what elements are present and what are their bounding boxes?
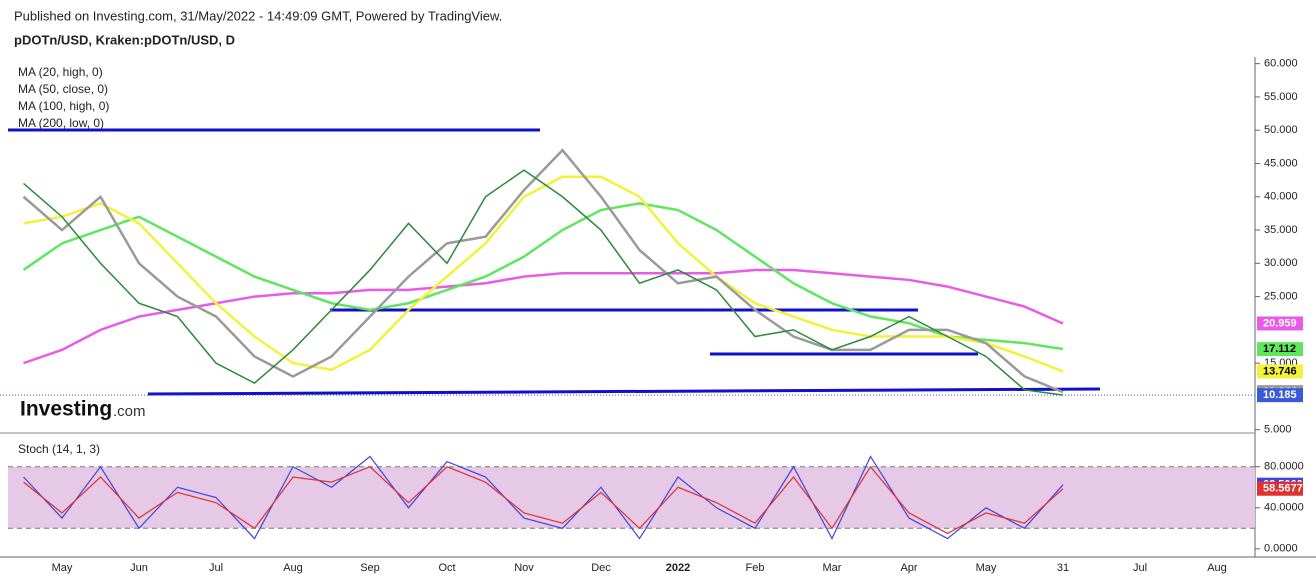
value-badge bbox=[1257, 364, 1303, 379]
chart-title: pDOTn/USD, Kraken:pDOTn/USD, D bbox=[14, 32, 235, 47]
price-line bbox=[23, 169, 1064, 396]
y-tick-label: 35.000 bbox=[1264, 224, 1298, 236]
legend-label: MA (200, low, 0) bbox=[18, 116, 104, 130]
x-tick-label: 31 bbox=[1057, 562, 1069, 574]
x-tick-label: Jun bbox=[130, 562, 148, 574]
x-tick-label: 2022 bbox=[666, 562, 690, 574]
stoch-tick-label: 80.0000 bbox=[1264, 461, 1304, 473]
brand-logo: Investing bbox=[20, 398, 112, 421]
x-tick-label: Jul bbox=[1133, 562, 1147, 574]
value-badge bbox=[1257, 481, 1303, 496]
x-tick-label: Feb bbox=[746, 562, 765, 574]
x-tick-label: May bbox=[976, 562, 997, 574]
x-tick-label: Oct bbox=[438, 562, 455, 574]
value-badge-label: 13.746 bbox=[1263, 365, 1297, 377]
value-badge bbox=[1257, 388, 1303, 403]
x-tick-label: May bbox=[52, 562, 73, 574]
x-tick-label: Dec bbox=[591, 562, 611, 574]
y-tick-label: 55.000 bbox=[1264, 91, 1298, 103]
x-tick-label: Aug bbox=[283, 562, 303, 574]
value-badge-label: 58.5677 bbox=[1263, 483, 1303, 495]
y-tick-label: 45.000 bbox=[1264, 157, 1298, 169]
y-tick-label: 40.000 bbox=[1264, 191, 1298, 203]
ma-line bbox=[23, 268, 1064, 365]
x-tick-label: Mar bbox=[823, 562, 842, 574]
value-badge bbox=[1257, 342, 1303, 357]
ma-line bbox=[22, 148, 1064, 394]
value-badge bbox=[1257, 316, 1303, 331]
value-badge-label: 10.185 bbox=[1263, 389, 1297, 401]
brand-suffix: .com bbox=[113, 403, 146, 420]
value-badge-label: 17.112 bbox=[1263, 343, 1296, 355]
legend-label: MA (100, high, 0) bbox=[18, 99, 109, 113]
drawn-level bbox=[147, 387, 1101, 396]
ma-line bbox=[22, 202, 1064, 351]
value-badge-label: 20.959 bbox=[1263, 317, 1297, 329]
legend-label: MA (50, close, 0) bbox=[18, 82, 108, 96]
legend-label: MA (20, high, 0) bbox=[18, 65, 103, 79]
y-tick-label: 5.000 bbox=[1264, 424, 1292, 436]
x-tick-label: Apr bbox=[900, 562, 917, 574]
stoch-label: Stoch (14, 1, 3) bbox=[18, 442, 100, 456]
x-tick-label: Sep bbox=[360, 562, 380, 574]
y-tick-label: 60.000 bbox=[1264, 58, 1298, 70]
stoch-line bbox=[23, 455, 1064, 540]
stoch-tick-label: 0.0000 bbox=[1264, 543, 1298, 555]
x-tick-label: Aug bbox=[1207, 562, 1227, 574]
y-tick-label: 25.000 bbox=[1264, 290, 1298, 302]
stoch-line bbox=[23, 465, 1064, 535]
stoch-tick-label: 40.0000 bbox=[1264, 502, 1304, 514]
x-tick-label: Nov bbox=[514, 562, 534, 574]
ma-line bbox=[23, 175, 1064, 373]
x-tick-label: Jul bbox=[209, 562, 223, 574]
published: Published on Investing.com, 31/May/2022 … bbox=[14, 8, 502, 23]
y-tick-label: 30.000 bbox=[1264, 257, 1298, 269]
y-tick-label: 50.000 bbox=[1264, 124, 1298, 136]
